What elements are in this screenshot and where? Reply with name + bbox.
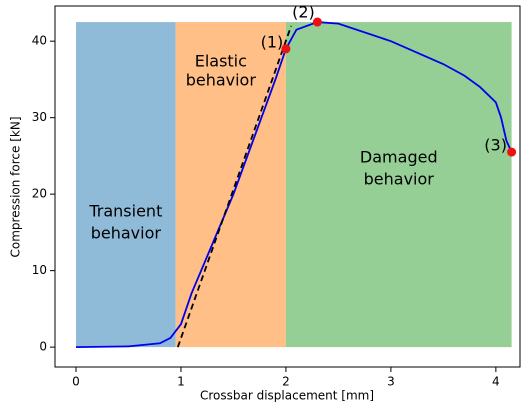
- point: [312, 17, 322, 27]
- region-label: behavior: [91, 224, 162, 243]
- point: [507, 147, 517, 157]
- plot-frame: [54, 5, 521, 368]
- region-label: behavior: [364, 170, 435, 189]
- region-label: behavior: [186, 71, 257, 90]
- y-tick-label: 10: [32, 263, 47, 277]
- y-axis-label: Compression force [kN]: [9, 117, 23, 258]
- x-tick-label: 1: [177, 375, 185, 389]
- region: [75, 22, 176, 348]
- region: [175, 22, 286, 348]
- y-tick-label: 20: [32, 187, 47, 201]
- region-label: Elastic: [195, 52, 247, 71]
- y-tick-label: 0: [39, 340, 47, 354]
- point-label: (1): [261, 32, 284, 51]
- region: [285, 22, 512, 348]
- x-tick-label: 0: [72, 375, 80, 389]
- point-label: (3): [484, 136, 507, 155]
- point: [281, 44, 291, 54]
- region-label: Transient: [88, 202, 162, 221]
- x-tick-label: 2: [282, 375, 290, 389]
- y-tick-label: 40: [32, 34, 47, 48]
- series-line: [75, 21, 513, 349]
- x-tick-label: 3: [387, 375, 395, 389]
- x-tick-label: 4: [492, 375, 500, 389]
- series-line: [176, 25, 293, 348]
- x-axis-label: Crossbar displacement [mm]: [200, 389, 374, 403]
- y-tick-label: 30: [32, 110, 47, 124]
- region-label: Damaged: [360, 148, 438, 167]
- point-label: (2): [292, 3, 315, 22]
